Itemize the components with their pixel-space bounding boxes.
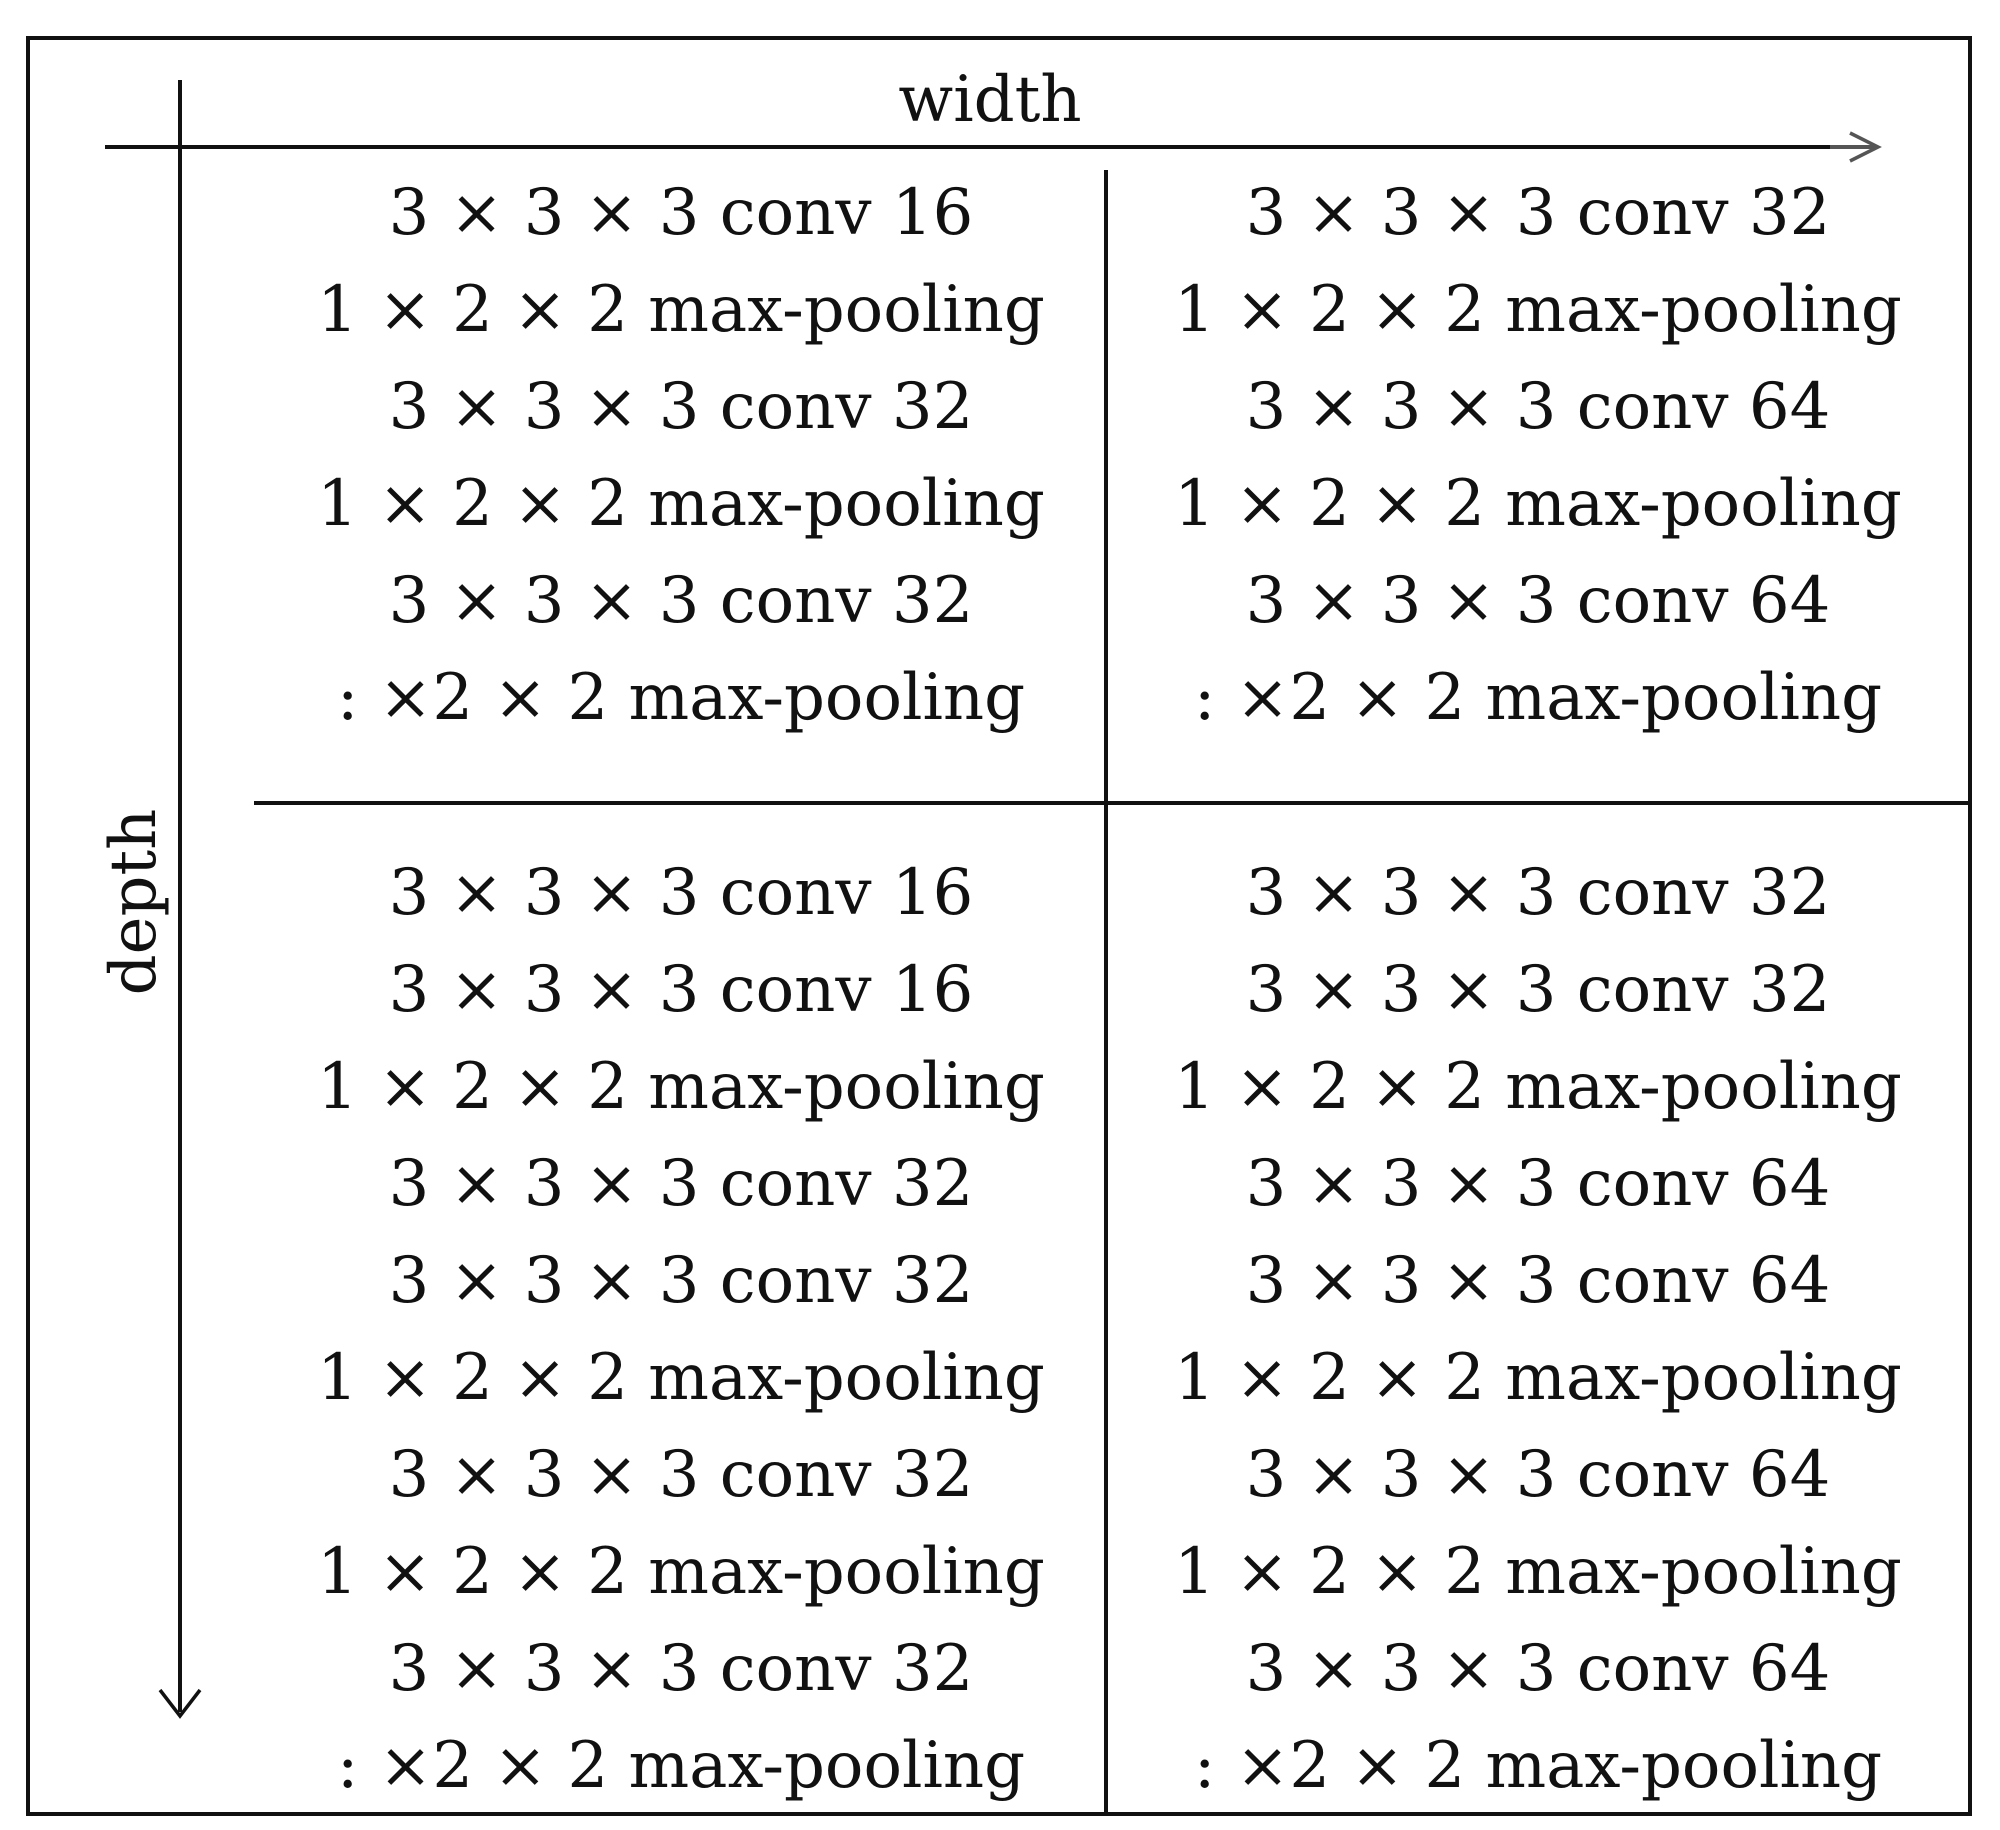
layer-line: 3 × 3 × 3 conv 16 [388, 176, 974, 250]
layer-line: 3 × 3 × 3 conv 32 [388, 1147, 974, 1221]
layer-line: 3 × 3 × 3 conv 64 [1245, 1147, 1831, 1221]
layer-line: 1 × 2 × 2 max-pooling [1174, 1535, 1902, 1609]
layer-line: 1 × 2 × 2 max-pooling [317, 467, 1045, 541]
width-axis-label: width [898, 63, 1082, 137]
layer-line: 3 × 3 × 3 conv 32 [388, 564, 974, 638]
layer-line: 1 × 2 × 2 max-pooling [317, 1050, 1045, 1124]
layer-line: 1 × 2 × 2 max-pooling [317, 273, 1045, 347]
layer-line: 3 × 3 × 3 conv 32 [1245, 856, 1831, 930]
layer-line: 3 × 3 × 3 conv 64 [1245, 1244, 1831, 1318]
outer-frame [26, 36, 1972, 1816]
cell-deep-wide: 3 × 3 × 3 conv 32 3 × 3 × 3 conv 32 1 × … [1108, 845, 1968, 1815]
layer-line: 1 × 2 × 2 max-pooling [1174, 273, 1902, 347]
layer-line: 1 × 2 × 2 max-pooling [1174, 467, 1902, 541]
cell-shallow-narrow: 3 × 3 × 3 conv 16 1 × 2 × 2 max-pooling … [256, 165, 1106, 747]
layer-line: : ×2 × 2 max-pooling [336, 1729, 1026, 1803]
layer-line: 3 × 3 × 3 conv 32 [388, 370, 974, 444]
layer-line: 3 × 3 × 3 conv 64 [1245, 370, 1831, 444]
layer-line: : ×2 × 2 max-pooling [336, 661, 1026, 735]
depth-arrowhead [158, 1688, 202, 1719]
layer-line: 3 × 3 × 3 conv 64 [1245, 564, 1831, 638]
layer-line: 1 × 2 × 2 max-pooling [317, 1341, 1045, 1415]
cell-shallow-wide: 3 × 3 × 3 conv 32 1 × 2 × 2 max-pooling … [1108, 165, 1968, 747]
layer-line: 3 × 3 × 3 conv 32 [1245, 176, 1831, 250]
layer-line: 3 × 3 × 3 conv 64 [1245, 1438, 1831, 1512]
layer-line: 3 × 3 × 3 conv 16 [388, 856, 974, 930]
layer-line: 1 × 2 × 2 max-pooling [1174, 1341, 1902, 1415]
depth-axis-label: depth [97, 808, 171, 996]
layer-line: 1 × 2 × 2 max-pooling [317, 1535, 1045, 1609]
layer-line: 3 × 3 × 3 conv 32 [388, 1244, 974, 1318]
cell-deep-narrow: 3 × 3 × 3 conv 16 3 × 3 × 3 conv 16 1 × … [256, 845, 1106, 1815]
layer-line: 3 × 3 × 3 conv 32 [388, 1438, 974, 1512]
layer-line: 1 × 2 × 2 max-pooling [1174, 1050, 1902, 1124]
width-arrowhead [1849, 131, 1882, 163]
layer-line: 3 × 3 × 3 conv 64 [1245, 1632, 1831, 1706]
layer-line: 3 × 3 × 3 conv 32 [1245, 953, 1831, 1027]
layer-line: 3 × 3 × 3 conv 16 [388, 953, 974, 1027]
layer-line: 3 × 3 × 3 conv 32 [388, 1632, 974, 1706]
layer-line: : ×2 × 2 max-pooling [1193, 661, 1883, 735]
layer-line: : ×2 × 2 max-pooling [1193, 1729, 1883, 1803]
